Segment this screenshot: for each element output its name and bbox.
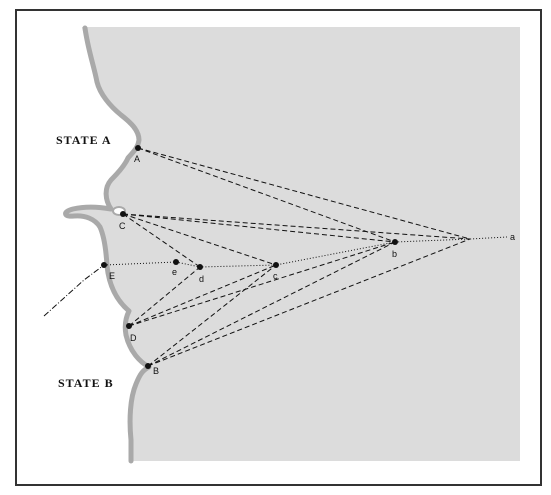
points bbox=[101, 145, 398, 369]
line-D-c bbox=[128, 264, 277, 327]
line-C-c bbox=[122, 213, 277, 266]
line-B-c bbox=[147, 264, 277, 367]
state-a-label: STATE A bbox=[56, 133, 112, 147]
line-C-a bbox=[122, 213, 471, 240]
label-point-c: c bbox=[273, 271, 278, 281]
point-c bbox=[273, 262, 279, 268]
label-point-D: D bbox=[130, 333, 137, 343]
label-point-e: e bbox=[172, 267, 177, 277]
line-B-b bbox=[147, 241, 396, 367]
label-point-a: a bbox=[510, 232, 515, 242]
point-B bbox=[145, 363, 151, 369]
label-point-C: C bbox=[119, 221, 126, 231]
label-point-d: d bbox=[199, 274, 204, 284]
line-A-b bbox=[137, 147, 396, 243]
point-e bbox=[173, 259, 179, 265]
line-D-d bbox=[128, 266, 201, 327]
point-d bbox=[197, 264, 203, 270]
point-D bbox=[126, 323, 132, 329]
point-A bbox=[135, 145, 141, 151]
label-point-A: A bbox=[134, 154, 140, 164]
land-boundary bbox=[43, 264, 105, 317]
point-C bbox=[120, 211, 126, 217]
label-point-b: b bbox=[392, 249, 397, 259]
construction-lines bbox=[122, 147, 471, 367]
point-E bbox=[101, 262, 107, 268]
line-B-a bbox=[147, 238, 471, 367]
coastline bbox=[63, 25, 152, 464]
point-b bbox=[392, 239, 398, 245]
label-point-B: B bbox=[153, 366, 159, 376]
map-frame bbox=[15, 9, 542, 486]
line-C-b bbox=[122, 213, 396, 243]
line-A-a bbox=[137, 147, 471, 240]
line-D-b bbox=[128, 241, 396, 327]
sea-area bbox=[65, 27, 520, 461]
state-b-label: STATE B bbox=[58, 376, 114, 390]
label-point-E: E bbox=[109, 271, 115, 281]
